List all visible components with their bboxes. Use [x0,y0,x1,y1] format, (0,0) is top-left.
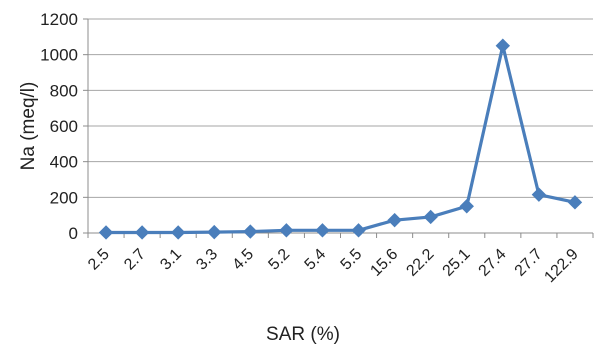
series [98,38,583,240]
x-tick-label: 2.7 [121,246,149,274]
x-tick-labels: 2.5 2.7 3.1 3.3 4.5 5.2 5.4 5.5 15.6 22.2 25.1 27.4… [85,246,582,286]
y-tick-label: 0 [69,224,78,243]
x-tick-label: 15.6 [367,246,401,280]
data-point [495,38,511,53]
gridlines [88,18,593,198]
data-point [243,224,258,239]
data-point [170,225,186,240]
y-axis-title: Na (meq/l) [18,82,39,171]
y-tick-label: 800 [50,81,78,100]
y-tick-label: 200 [50,188,78,207]
data-point [387,212,402,228]
x-tick-label: 3.3 [193,246,221,274]
x-tick-label: 5.5 [338,246,366,274]
data-point [459,199,474,214]
y-tick-label: 1200 [40,10,78,29]
x-tick-label: 122.9 [541,246,581,286]
data-point [207,224,222,240]
x-tick-label: 5.4 [302,246,330,274]
y-tick-label: 1000 [40,46,78,65]
data-point [279,223,294,238]
data-point [98,225,114,240]
axes [83,18,594,238]
x-tick-label: 2.5 [85,246,113,274]
data-point [351,223,366,238]
data-point [315,223,330,238]
data-point [134,225,150,240]
x-tick-label: 4.5 [229,246,257,274]
x-tick-label: 3.1 [157,246,185,274]
data-point [423,209,438,225]
x-tick-label: 22.2 [403,246,437,280]
x-axis-title: SAR (%) [266,324,340,345]
y-tick-labels: 0 200 400 600 800 1000 1200 [40,10,78,243]
series-line [106,44,576,235]
x-tick-label: 25.1 [440,246,474,280]
data-point [531,187,547,202]
x-tick-label: 5.2 [265,246,293,274]
y-tick-label: 600 [50,117,78,136]
x-tick-label: 27.4 [476,246,510,280]
data-point [567,195,583,210]
y-tick-label: 400 [50,153,78,172]
